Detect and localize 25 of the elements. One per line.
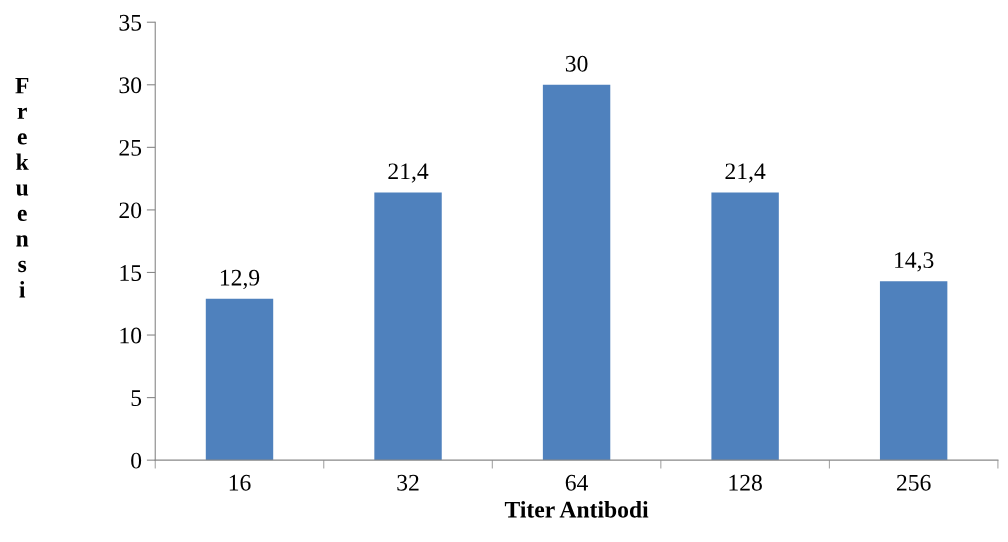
y-tick-label: 25 [119, 139, 142, 156]
bar [542, 84, 611, 461]
data-label: 12,9 [220, 269, 260, 290]
x-tick-label: 16 [229, 474, 251, 491]
bar [205, 298, 274, 461]
y-tick-label: 0 [131, 452, 142, 469]
y-tick-label: 10 [120, 327, 142, 344]
data-label: 21,4 [725, 163, 766, 183]
bar [879, 281, 948, 461]
y-tick-label: 20 [119, 202, 142, 219]
x-axis-title: Titer Antibodi [504, 501, 649, 518]
y-tick-label: 30 [119, 77, 142, 94]
data-label: 30 [565, 55, 588, 72]
y-tick-label: 5 [131, 390, 142, 407]
y-tick-label: 35 [119, 14, 142, 31]
x-tick-label: 32 [397, 474, 419, 491]
x-tick-label: 256 [896, 474, 931, 491]
text: Frekuensi [15, 77, 29, 298]
data-label: 14,3 [895, 252, 934, 272]
x-tick-label: 64 [565, 474, 589, 491]
y-tick-label: 15 [120, 265, 142, 281]
bar [374, 192, 442, 461]
data-label: 21,4 [388, 163, 429, 183]
x-tick-label: 128 [729, 474, 762, 491]
bar [711, 192, 779, 461]
